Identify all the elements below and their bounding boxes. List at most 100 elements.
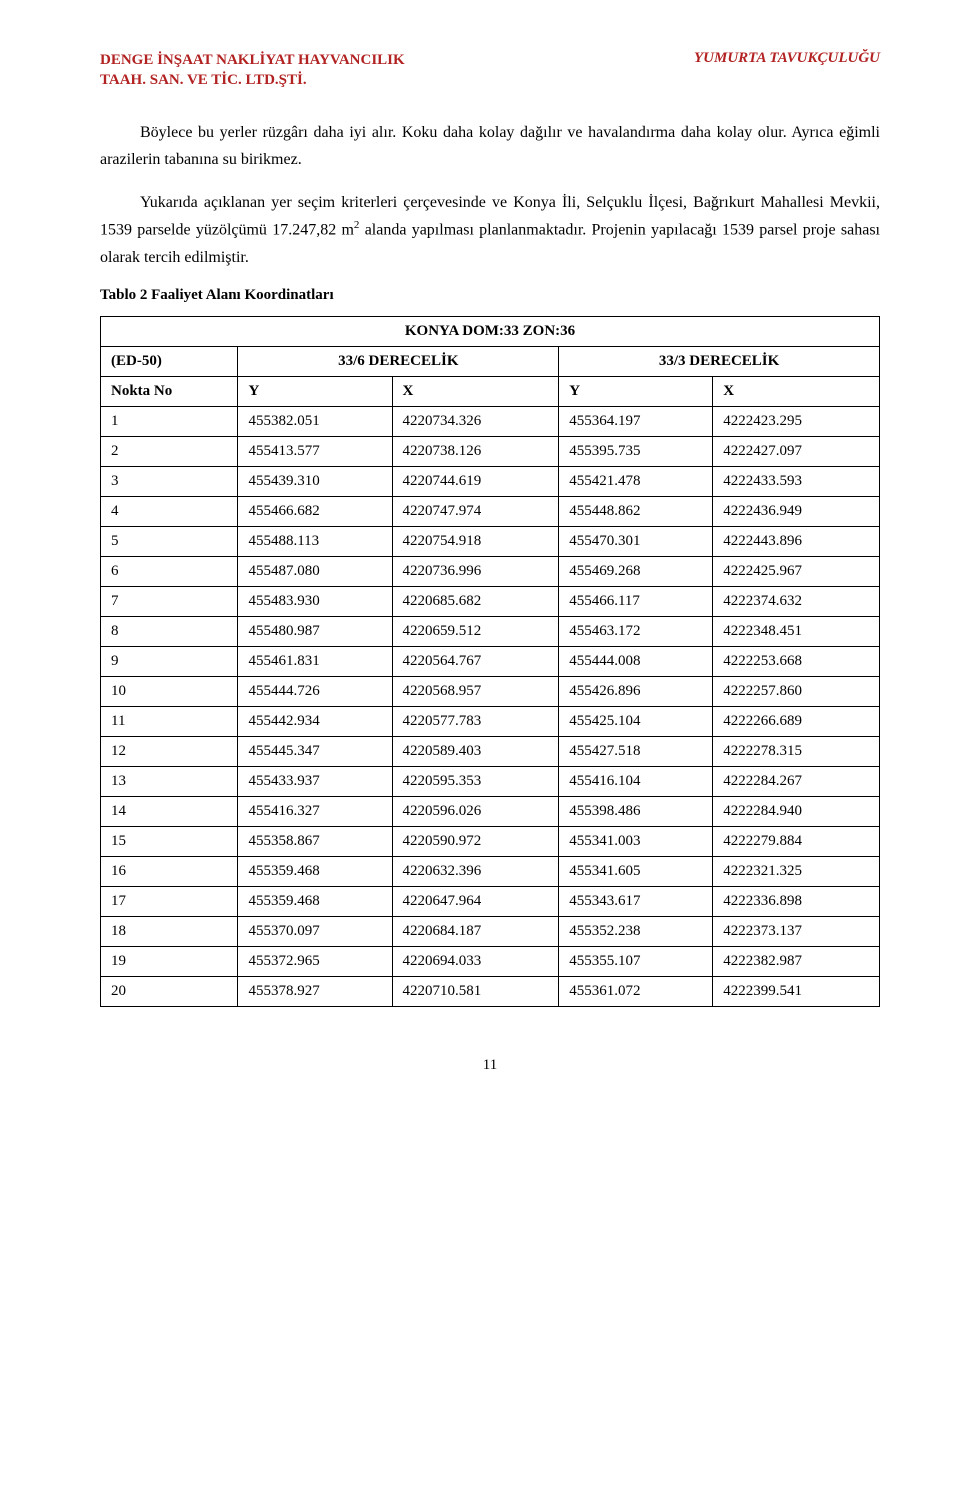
table-cell: 4222278.315 [713, 736, 880, 766]
table-cell: 455426.896 [559, 676, 713, 706]
table-cell: 455448.862 [559, 496, 713, 526]
table-cell: 455421.478 [559, 466, 713, 496]
table-cell: 455444.726 [238, 676, 392, 706]
table-cell: 13 [101, 766, 238, 796]
table-cell: 9 [101, 646, 238, 676]
table-cell: 10 [101, 676, 238, 706]
table-row: 10455444.7264220568.957455426.8964222257… [101, 676, 880, 706]
table-row: 8455480.9874220659.512455463.1724222348.… [101, 616, 880, 646]
table-cell: 4222436.949 [713, 496, 880, 526]
table-row: 3455439.3104220744.619455421.4784222433.… [101, 466, 880, 496]
table-caption: Tablo 2 Faaliyet Alanı Koordinatları [100, 287, 880, 304]
table-cell: 3 [101, 466, 238, 496]
table-cell: 455395.735 [559, 436, 713, 466]
table-cell: 4222279.884 [713, 826, 880, 856]
table-row: 18455370.0974220684.187455352.2384222373… [101, 916, 880, 946]
table-cell: 4220684.187 [392, 916, 559, 946]
table-row: 11455442.9344220577.783455425.1044222266… [101, 706, 880, 736]
table-cell: 4220736.996 [392, 556, 559, 586]
table-cell: 4220595.353 [392, 766, 559, 796]
col-c3: X [392, 376, 559, 406]
paragraph-2: Yukarıda açıklanan yer seçim kriterleri … [100, 189, 880, 271]
table-cell: 4220589.403 [392, 736, 559, 766]
table-cell: 4220710.581 [392, 976, 559, 1006]
table-cell: 455469.268 [559, 556, 713, 586]
table-cell: 455463.172 [559, 616, 713, 646]
group-c1: (ED-50) [101, 346, 238, 376]
table-cell: 455425.104 [559, 706, 713, 736]
table-cell: 12 [101, 736, 238, 766]
table-row: 7455483.9304220685.682455466.1174222374.… [101, 586, 880, 616]
table-cell: 2 [101, 436, 238, 466]
table-row: 2455413.5774220738.126455395.7354222427.… [101, 436, 880, 466]
table-cell: 4222382.987 [713, 946, 880, 976]
table-cell: 455361.072 [559, 976, 713, 1006]
table-cell: 20 [101, 976, 238, 1006]
table-cell: 455470.301 [559, 526, 713, 556]
table-group-row: (ED-50) 33/6 DERECELİK 33/3 DERECELİK [101, 346, 880, 376]
table-cell: 455359.468 [238, 886, 392, 916]
table-cell: 455416.104 [559, 766, 713, 796]
table-cell: 16 [101, 856, 238, 886]
table-cell: 455358.867 [238, 826, 392, 856]
table-cell: 455364.197 [559, 406, 713, 436]
table-cell: 5 [101, 526, 238, 556]
table-row: 20455378.9274220710.581455361.0724222399… [101, 976, 880, 1006]
col-c2: Y [238, 376, 392, 406]
header-left: DENGE İNŞAAT NAKLİYAT HAYVANCILIK TAAH. … [100, 50, 405, 91]
group-c2: 33/6 DERECELİK [238, 346, 559, 376]
table-cell: 455341.605 [559, 856, 713, 886]
table-cell: 4220632.396 [392, 856, 559, 886]
table-row: 12455445.3474220589.403455427.5184222278… [101, 736, 880, 766]
table-cell: 455466.682 [238, 496, 392, 526]
table-cell: 4222284.940 [713, 796, 880, 826]
table-cell: 17 [101, 886, 238, 916]
table-cell: 19 [101, 946, 238, 976]
table-cell: 4220734.326 [392, 406, 559, 436]
table-cell: 4222423.295 [713, 406, 880, 436]
header-left-line1: DENGE İNŞAAT NAKLİYAT HAYVANCILIK [100, 50, 405, 70]
page-header: DENGE İNŞAAT NAKLİYAT HAYVANCILIK TAAH. … [100, 50, 880, 91]
table-row: 14455416.3274220596.026455398.4864222284… [101, 796, 880, 826]
table-cell: 4220744.619 [392, 466, 559, 496]
table-cell: 7 [101, 586, 238, 616]
table-cell: 455444.008 [559, 646, 713, 676]
table-cell: 455416.327 [238, 796, 392, 826]
col-c4: Y [559, 376, 713, 406]
table-cell: 455359.468 [238, 856, 392, 886]
table-row: 9455461.8314220564.767455444.0084222253.… [101, 646, 880, 676]
coordinates-table: KONYA DOM:33 ZON:36 (ED-50) 33/6 DERECEL… [100, 316, 880, 1007]
table-cell: 4220738.126 [392, 436, 559, 466]
paragraph-1: Böylece bu yerler rüzgârı daha iyi alır.… [100, 119, 880, 173]
table-cell: 4220694.033 [392, 946, 559, 976]
table-cell: 455480.987 [238, 616, 392, 646]
table-row: 19455372.9654220694.033455355.1074222382… [101, 946, 880, 976]
table-cell: 455445.347 [238, 736, 392, 766]
table-cell: 455461.831 [238, 646, 392, 676]
table-cell: 455413.577 [238, 436, 392, 466]
table-row: 5455488.1134220754.918455470.3014222443.… [101, 526, 880, 556]
table-cell: 1 [101, 406, 238, 436]
table-cell: 455427.518 [559, 736, 713, 766]
table-cell: 455439.310 [238, 466, 392, 496]
table-col-row: Nokta No Y X Y X [101, 376, 880, 406]
table-cell: 4222348.451 [713, 616, 880, 646]
table-row: 17455359.4684220647.964455343.6174222336… [101, 886, 880, 916]
table-cell: 455378.927 [238, 976, 392, 1006]
table-cell: 4222374.632 [713, 586, 880, 616]
group-c3: 33/3 DERECELİK [559, 346, 880, 376]
table-cell: 455343.617 [559, 886, 713, 916]
page-number: 11 [100, 1057, 880, 1074]
table-cell: 4220685.682 [392, 586, 559, 616]
table-cell: 15 [101, 826, 238, 856]
table-cell: 455372.965 [238, 946, 392, 976]
table-cell: 11 [101, 706, 238, 736]
col-c5: X [713, 376, 880, 406]
table-cell: 8 [101, 616, 238, 646]
table-cell: 4220568.957 [392, 676, 559, 706]
table-cell: 4222443.896 [713, 526, 880, 556]
table-cell: 4222257.860 [713, 676, 880, 706]
col-c1: Nokta No [101, 376, 238, 406]
table-cell: 455488.113 [238, 526, 392, 556]
table-cell: 455466.117 [559, 586, 713, 616]
